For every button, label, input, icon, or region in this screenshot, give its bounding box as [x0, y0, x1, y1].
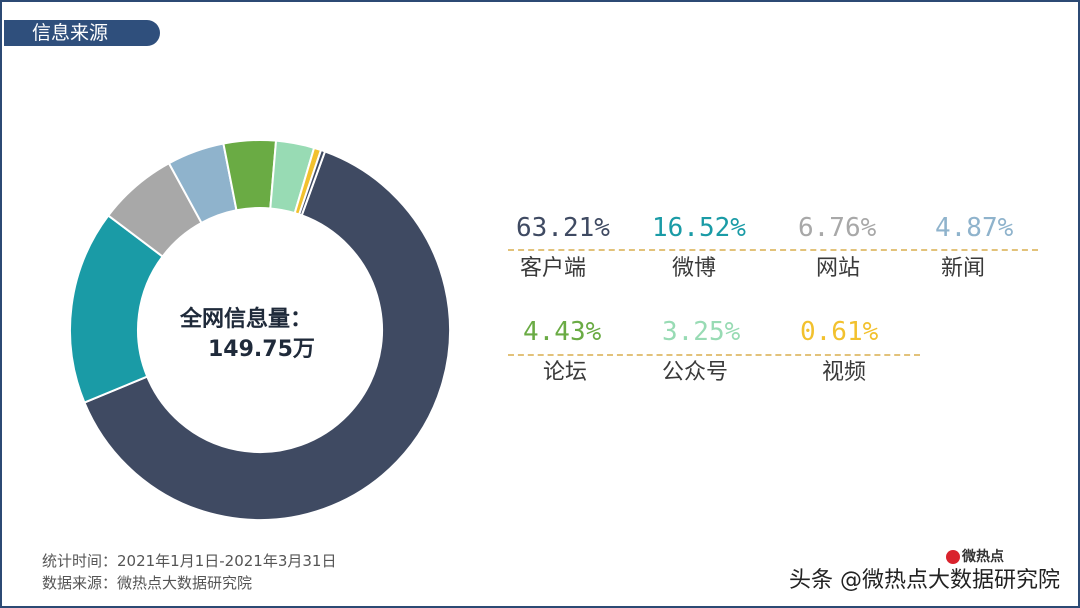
stat-pct: 6.76% [798, 213, 877, 243]
row2-divider [508, 354, 920, 356]
stat-pct: 4.87% [935, 213, 1014, 243]
stat-pct: 3.25% [662, 317, 741, 347]
stat-website: 6.76% 网站 [798, 212, 928, 284]
brand-logo-text: 微热点 [962, 549, 1004, 565]
stat-name: 论坛 [543, 360, 588, 385]
row1-divider [508, 249, 1038, 251]
stat-weibo: 16.52% 微博 [652, 212, 782, 284]
stat-pct: 0.61% [800, 317, 879, 347]
stat-pct: 63.21% [516, 213, 610, 243]
section-title: 信息来源 [4, 20, 160, 46]
stat-news: 4.87% 新闻 [935, 212, 1065, 284]
total-volume-value: 149.75万 [208, 337, 315, 362]
stat-name: 网站 [816, 256, 861, 281]
stat-client: 63.21% 客户端 [516, 212, 646, 284]
stat-name: 公众号 [662, 360, 729, 385]
weibo-icon [946, 550, 960, 564]
stat-pct: 16.52% [652, 213, 746, 243]
slice-client [83, 150, 451, 521]
watermark: 头条 @微热点大数据研究院 [789, 568, 1060, 593]
total-volume-title: 全网信息量： [180, 307, 313, 332]
data-source: 数据来源：微热点大数据研究院 [42, 574, 253, 592]
stat-forum: 4.43% 论坛 [523, 316, 653, 388]
stat-name: 微博 [672, 256, 717, 281]
stat-video: 0.61% 视频 [800, 316, 930, 388]
stats-period: 统计时间：2021年1月1日-2021年3月31日 [42, 552, 337, 570]
total-volume-label: 全网信息量： 149.75万 [150, 305, 350, 365]
slice-other [297, 148, 327, 217]
brand-logo: 微热点 [946, 546, 1036, 566]
stat-name: 视频 [822, 360, 867, 385]
stat-official-account: 3.25% 公众号 [662, 316, 792, 388]
stat-name: 新闻 [941, 256, 986, 281]
stat-name: 客户端 [520, 256, 587, 281]
stat-pct: 4.43% [523, 317, 602, 347]
